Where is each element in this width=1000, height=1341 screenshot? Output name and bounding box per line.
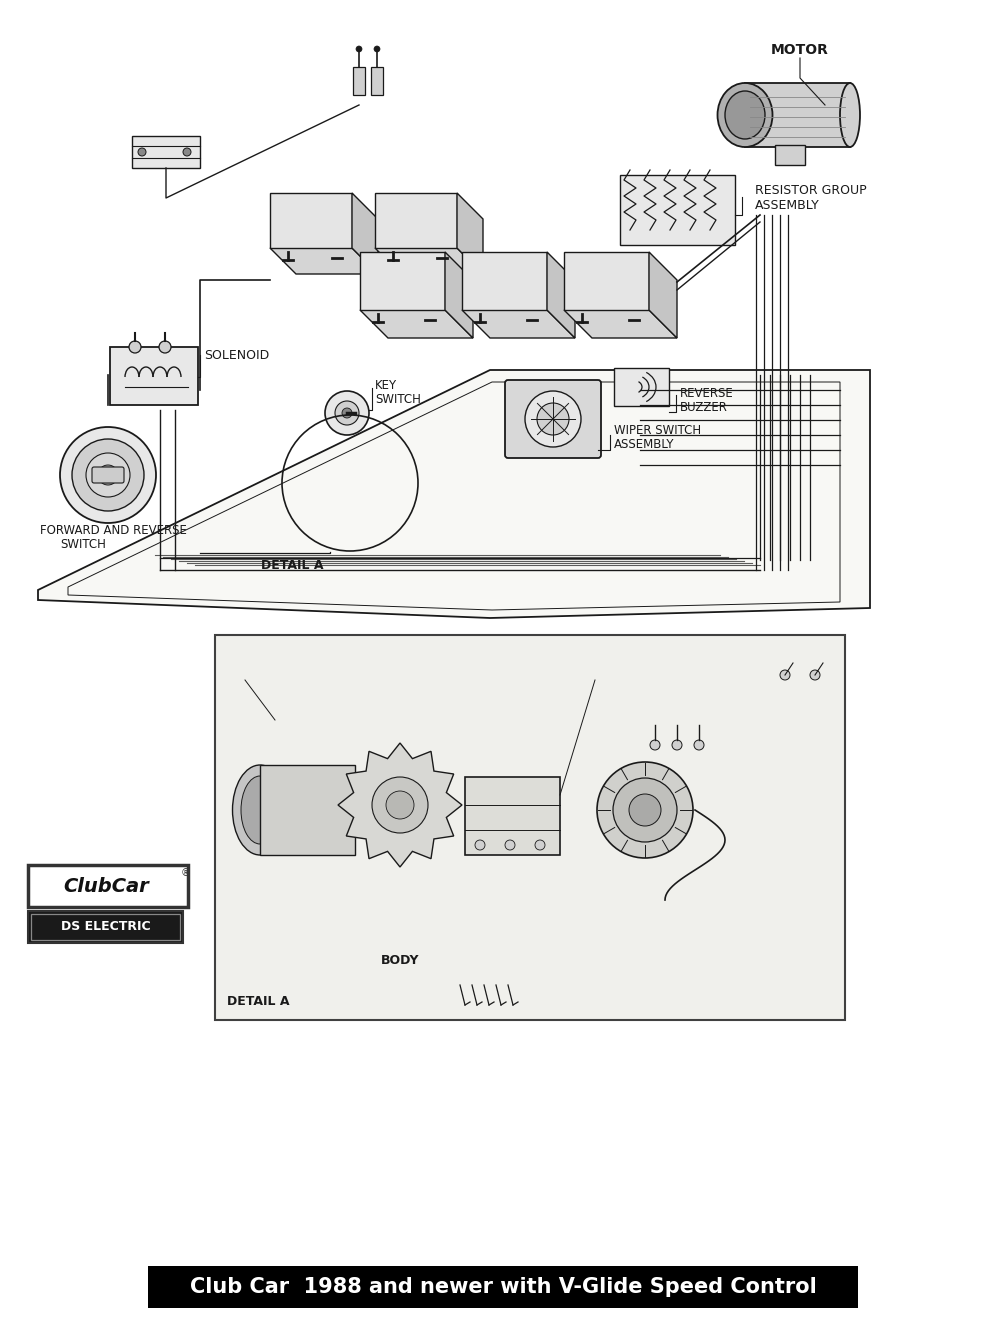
Circle shape — [694, 740, 704, 750]
Text: ASSEMBLY: ASSEMBLY — [614, 437, 674, 451]
Polygon shape — [360, 252, 445, 310]
Polygon shape — [352, 193, 378, 274]
Circle shape — [525, 392, 581, 447]
Circle shape — [138, 148, 146, 156]
Text: SWITCH: SWITCH — [60, 538, 106, 551]
Text: SWITCH: SWITCH — [375, 393, 421, 405]
Text: BUZZER: BUZZER — [680, 401, 728, 413]
Circle shape — [159, 341, 171, 353]
FancyBboxPatch shape — [92, 467, 124, 483]
Text: BODY: BODY — [381, 953, 419, 967]
Polygon shape — [270, 193, 352, 248]
Circle shape — [72, 439, 144, 511]
Text: Club Car  1988 and newer with V-Glide Speed Control: Club Car 1988 and newer with V-Glide Spe… — [190, 1277, 816, 1297]
Text: ASSEMBLY: ASSEMBLY — [755, 198, 820, 212]
Polygon shape — [270, 248, 378, 274]
Circle shape — [672, 740, 682, 750]
FancyBboxPatch shape — [110, 347, 198, 405]
Text: RESISTOR GROUP: RESISTOR GROUP — [755, 184, 867, 197]
Circle shape — [780, 670, 790, 680]
Circle shape — [325, 392, 369, 434]
FancyBboxPatch shape — [132, 135, 200, 168]
Text: FORWARD AND REVERSE: FORWARD AND REVERSE — [40, 523, 187, 536]
FancyBboxPatch shape — [614, 367, 669, 406]
Circle shape — [86, 453, 130, 498]
Circle shape — [60, 426, 156, 523]
Text: DETAIL A: DETAIL A — [261, 558, 323, 571]
Polygon shape — [445, 252, 473, 338]
Text: SOLENOID: SOLENOID — [204, 349, 269, 362]
Ellipse shape — [725, 91, 765, 139]
Bar — [775, 145, 805, 165]
Bar — [620, 174, 735, 245]
Text: REVERSE: REVERSE — [680, 386, 734, 400]
Ellipse shape — [840, 83, 860, 148]
FancyBboxPatch shape — [465, 776, 560, 856]
Text: ®: ® — [181, 868, 191, 878]
Polygon shape — [564, 252, 649, 310]
Polygon shape — [745, 83, 850, 148]
Bar — [215, 636, 845, 1021]
Circle shape — [629, 794, 661, 826]
Ellipse shape — [718, 83, 772, 148]
Polygon shape — [462, 252, 547, 310]
Circle shape — [535, 839, 545, 850]
Polygon shape — [457, 193, 483, 274]
Circle shape — [613, 778, 677, 842]
Polygon shape — [38, 370, 870, 618]
Polygon shape — [649, 252, 677, 338]
Circle shape — [183, 148, 191, 156]
Polygon shape — [260, 764, 355, 856]
Text: DETAIL A: DETAIL A — [227, 995, 290, 1008]
Circle shape — [386, 791, 414, 819]
Text: KEY: KEY — [375, 378, 397, 392]
Circle shape — [650, 740, 660, 750]
Ellipse shape — [232, 764, 288, 856]
Polygon shape — [338, 743, 462, 868]
Polygon shape — [564, 310, 677, 338]
FancyBboxPatch shape — [28, 865, 188, 907]
Polygon shape — [375, 248, 483, 274]
Circle shape — [98, 465, 118, 485]
Polygon shape — [462, 310, 575, 338]
Circle shape — [810, 670, 820, 680]
Circle shape — [505, 839, 515, 850]
FancyBboxPatch shape — [28, 911, 183, 943]
FancyBboxPatch shape — [505, 380, 601, 459]
Circle shape — [374, 46, 380, 52]
Text: DS ELECTRIC: DS ELECTRIC — [61, 920, 151, 933]
Polygon shape — [360, 310, 473, 338]
Circle shape — [475, 839, 485, 850]
Circle shape — [342, 408, 352, 418]
Polygon shape — [375, 193, 457, 248]
Circle shape — [597, 762, 693, 858]
Circle shape — [335, 401, 359, 425]
Circle shape — [356, 46, 362, 52]
Circle shape — [537, 404, 569, 434]
Circle shape — [129, 341, 141, 353]
Text: WIPER SWITCH: WIPER SWITCH — [614, 424, 701, 437]
Polygon shape — [547, 252, 575, 338]
Circle shape — [372, 776, 428, 833]
Ellipse shape — [241, 776, 279, 843]
Text: MOTOR: MOTOR — [771, 43, 829, 58]
Bar — [148, 1266, 858, 1307]
Text: ClubCar: ClubCar — [63, 877, 149, 896]
Bar — [371, 67, 383, 95]
Bar — [353, 67, 365, 95]
